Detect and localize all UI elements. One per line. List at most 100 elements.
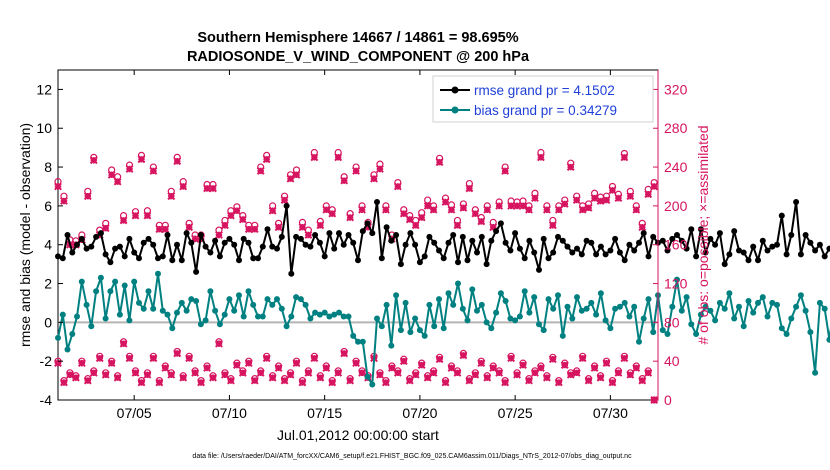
obs-assimilated-point <box>590 194 599 203</box>
obs-assimilated-point <box>83 192 92 201</box>
obs-assimilated-point <box>173 157 182 166</box>
bias-point <box>593 311 600 318</box>
legend-bias-marker <box>451 106 459 114</box>
obs-assimilated-point <box>531 368 539 377</box>
obs-assimilated-point <box>566 370 575 379</box>
obs-assimilated-point <box>221 221 229 230</box>
obs-assimilated-point <box>54 182 62 191</box>
rmse-point <box>278 233 285 240</box>
bias-point <box>307 315 314 322</box>
bias-point <box>583 305 590 312</box>
rmse-point <box>683 245 690 252</box>
bias-point <box>255 313 261 320</box>
bias-point <box>797 292 804 299</box>
rmse-point <box>531 249 538 256</box>
rmse-point <box>774 241 780 248</box>
bias-point <box>269 301 276 308</box>
obs-assimilated-point <box>101 224 110 233</box>
obs-assimilated-point <box>632 364 641 372</box>
obs-assimilated-point <box>459 203 468 212</box>
obs-assimilated-point <box>137 155 146 164</box>
bias-point <box>364 373 371 380</box>
obs-assimilated-point <box>477 359 486 368</box>
rmse-point <box>312 232 319 238</box>
obs-assimilated-point <box>405 215 414 224</box>
bias-point <box>131 278 138 285</box>
obs-assimilated-point <box>358 205 366 214</box>
bias-point <box>574 294 580 301</box>
obs-assimilated-point <box>226 211 235 220</box>
bias-point <box>416 327 423 334</box>
rmse-point <box>650 233 657 240</box>
obs-assimilated-point <box>149 354 158 363</box>
obs-assimilated-point <box>513 370 521 379</box>
rmse-point <box>578 251 585 258</box>
rmse-point <box>555 233 561 240</box>
obs-assimilated-point <box>399 357 408 366</box>
rmse-point <box>645 253 652 260</box>
x-tick-label: 07/15 <box>307 405 342 421</box>
obs-assimilated-point <box>596 197 605 205</box>
obs-assimilated-point <box>203 364 211 372</box>
obs-assimilated-point <box>244 359 253 368</box>
y-tick-label-left: 0 <box>44 314 52 330</box>
obs-assimilated-point <box>107 170 116 179</box>
bias-point <box>221 311 228 318</box>
obs-assimilated-point <box>83 376 92 385</box>
rmse-point <box>812 247 819 254</box>
obs-assimilated-point <box>215 339 223 348</box>
bias-point <box>740 323 747 330</box>
rmse-point <box>750 243 757 250</box>
rmse-point <box>816 241 823 248</box>
bias-point <box>383 301 390 308</box>
obs-assimilated-point <box>578 354 587 363</box>
bias-point <box>93 288 100 295</box>
obs-assimilated-point <box>626 370 635 379</box>
obs-assimilated-point <box>328 378 337 387</box>
bias-point <box>531 294 538 301</box>
obs-assimilated-point <box>328 209 337 218</box>
rmse-point <box>636 239 642 246</box>
bias-point <box>597 290 604 297</box>
obs-assimilated-point <box>548 221 557 230</box>
bias-point <box>283 323 290 330</box>
rmse-point <box>640 230 647 237</box>
bias-point <box>336 309 342 316</box>
bias-point <box>688 321 695 328</box>
obs-assimilated-point <box>489 364 498 372</box>
rmse-point <box>440 255 447 262</box>
obs-assimilated-point <box>548 355 557 364</box>
bias-point <box>321 309 328 316</box>
obs-assimilated-point <box>340 349 349 358</box>
obs-assimilated-point <box>203 184 211 193</box>
obs-assimilated-point <box>167 192 176 201</box>
rmse-point <box>512 230 519 237</box>
rmse-point <box>74 241 80 248</box>
obs-assimilated-point <box>638 223 647 232</box>
legend: rmse grand pr = 4.1502 bias grand pr = 0… <box>432 75 654 123</box>
rmse-point <box>350 239 357 246</box>
x-tick-label: 07/05 <box>117 405 152 421</box>
y-tick-label-left: -4 <box>40 392 53 408</box>
obs-assimilated-point <box>310 354 319 363</box>
bias-point <box>697 311 704 318</box>
obs-assimilated-point <box>429 205 438 214</box>
obs-assimilated-point <box>495 368 504 377</box>
bias-point <box>64 346 71 353</box>
rmse-point <box>340 241 347 248</box>
bias-point <box>145 288 152 295</box>
bias-point <box>721 305 728 312</box>
rmse-point <box>121 253 128 260</box>
obs-assimilated-point <box>185 223 194 232</box>
obs-assimilated-point <box>352 359 361 368</box>
rmse-point <box>778 212 785 219</box>
obs-assimilated-point <box>268 373 277 382</box>
rmse-point <box>169 257 176 264</box>
rmse-point <box>736 247 742 254</box>
obs-assimilated-point <box>262 354 271 363</box>
bias-point <box>621 299 628 306</box>
bias-point <box>431 323 438 330</box>
rmse-point <box>802 232 809 238</box>
rmse-point <box>93 233 100 240</box>
y-tick-label-left: 2 <box>44 276 52 292</box>
